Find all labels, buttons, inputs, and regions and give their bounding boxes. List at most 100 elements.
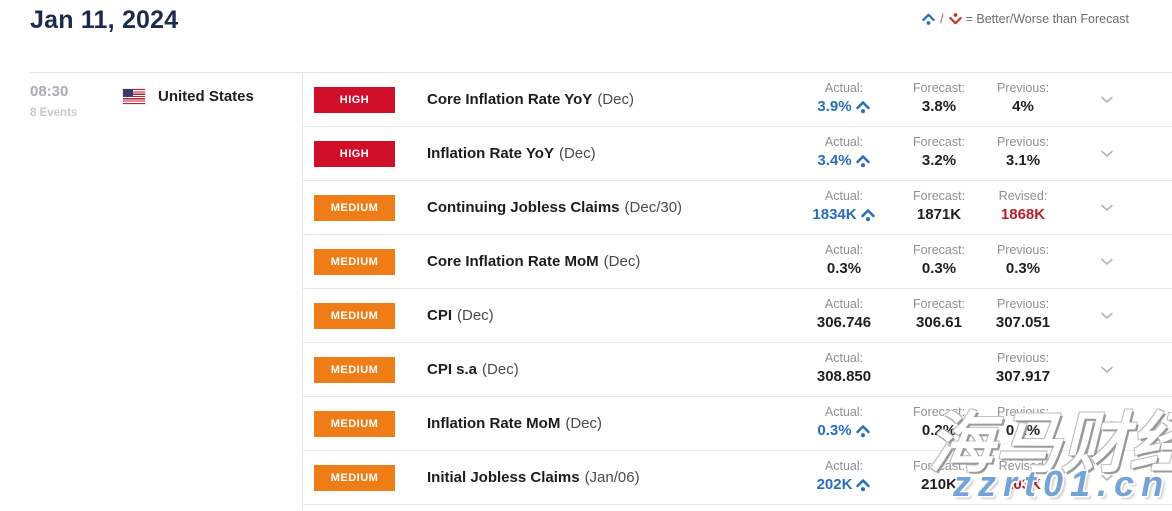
page-title: Jan 11, 2024 xyxy=(30,6,179,34)
event-period: (Dec) xyxy=(597,91,634,108)
actual-value: 3.9% xyxy=(817,98,852,115)
forecast-value: 0.3% xyxy=(921,260,957,277)
expand-chevron-icon[interactable] xyxy=(1100,96,1114,104)
actual-value: 0.3% xyxy=(817,422,852,439)
event-title: Initial Jobless Claims xyxy=(427,469,580,486)
forecast-column: Forecast: 1871K xyxy=(889,189,989,223)
actual-label: Actual: xyxy=(824,297,864,311)
event-period: (Dec) xyxy=(565,415,602,432)
previous-value: 1868K xyxy=(1000,206,1046,223)
previous-value: 0.1% xyxy=(1005,422,1041,439)
actual-value-wrap: 0.3% xyxy=(781,422,907,439)
event-title: Inflation Rate MoM xyxy=(427,415,561,432)
forecast-value-wrap: 0.3% xyxy=(889,260,989,277)
events-list: HIGH Core Inflation Rate YoY (Dec) Actua… xyxy=(303,73,1172,505)
third-value-wrap: 0.1% xyxy=(965,422,1081,439)
expand-chevron-icon[interactable] xyxy=(1100,366,1114,374)
previous-label: Previous: xyxy=(996,135,1050,149)
previous-column: Revised: 203K xyxy=(965,459,1081,493)
event-row[interactable]: MEDIUM Core Inflation Rate MoM (Dec) Act… xyxy=(303,235,1172,289)
impact-badge: MEDIUM xyxy=(314,303,395,329)
actual-value: 308.850 xyxy=(816,368,872,385)
actual-column: Actual: 0.3% xyxy=(781,405,907,439)
forecast-column: Forecast: 3.8% xyxy=(889,81,989,115)
forecast-label: Forecast: xyxy=(912,459,966,473)
impact-badge: HIGH xyxy=(314,87,395,113)
third-value-wrap: 0.3% xyxy=(965,260,1081,277)
forecast-legend: / = Better/Worse than Forecast xyxy=(921,12,1129,26)
previous-column: Previous: 3.1% xyxy=(965,135,1081,169)
event-period: (Dec) xyxy=(558,145,596,162)
forecast-label: Forecast: xyxy=(912,243,966,257)
expand-chevron-icon[interactable] xyxy=(1100,312,1114,320)
event-title-wrap: Core Inflation Rate MoM (Dec) xyxy=(427,235,640,288)
third-value-wrap: 4% xyxy=(965,98,1081,115)
event-title-wrap: Continuing Jobless Claims (Dec/30) xyxy=(427,181,682,234)
event-title: Core Inflation Rate YoY xyxy=(427,91,593,108)
expand-chevron-icon[interactable] xyxy=(1100,204,1114,212)
previous-column: Previous: 307.051 xyxy=(965,297,1081,331)
previous-label: Previous: xyxy=(996,243,1050,257)
previous-column: Revised: 1868K xyxy=(965,189,1081,223)
previous-value: 203K xyxy=(1005,476,1041,493)
forecast-label: Forecast: xyxy=(912,405,966,419)
event-title-wrap: CPI s.a (Dec) xyxy=(427,343,519,396)
forecast-value: 1871K xyxy=(916,206,962,223)
expand-chevron-icon[interactable] xyxy=(1100,420,1114,428)
actual-value-wrap: 0.3% xyxy=(781,260,907,277)
expand-chevron-icon[interactable] xyxy=(1100,258,1114,266)
time-group: 08:30 8 Events xyxy=(30,83,77,119)
table-top-border xyxy=(30,72,1172,73)
previous-label: Previous: xyxy=(996,297,1050,311)
event-row[interactable]: HIGH Core Inflation Rate YoY (Dec) Actua… xyxy=(303,73,1172,127)
event-period: (Dec) xyxy=(482,361,519,378)
impact-badge: MEDIUM xyxy=(314,195,395,221)
event-title: CPI xyxy=(427,307,453,324)
actual-column: Actual: 3.4% xyxy=(781,135,907,169)
event-period: (Jan/06) xyxy=(584,469,640,486)
previous-column: Previous: 0.1% xyxy=(965,405,1081,439)
previous-label: Revised: xyxy=(998,189,1048,203)
event-row[interactable]: MEDIUM CPI s.a (Dec) Actual: 308.850 Pre… xyxy=(303,343,1172,397)
actual-label: Actual: xyxy=(824,405,864,419)
worse-than-forecast-icon xyxy=(948,13,962,25)
better-than-forecast-icon xyxy=(855,101,870,114)
expand-chevron-icon[interactable] xyxy=(1100,150,1114,158)
event-row[interactable]: MEDIUM CPI (Dec) Actual: 306.746 Forecas… xyxy=(303,289,1172,343)
event-row[interactable]: MEDIUM Inflation Rate MoM (Dec) Actual: … xyxy=(303,397,1172,451)
forecast-value-wrap: 210K xyxy=(889,476,989,493)
actual-value: 306.746 xyxy=(816,314,872,331)
better-than-forecast-icon xyxy=(922,13,935,25)
forecast-label: Forecast: xyxy=(912,135,966,149)
forecast-column: Forecast: 3.2% xyxy=(889,135,989,169)
time-events-divider xyxy=(302,72,303,511)
previous-label: Previous: xyxy=(996,351,1050,365)
event-period: (Dec) xyxy=(603,253,641,270)
event-title-wrap: Inflation Rate MoM (Dec) xyxy=(427,397,602,450)
third-value-wrap: 307.051 xyxy=(965,314,1081,331)
actual-value-wrap: 308.850 xyxy=(781,368,907,385)
event-row[interactable]: MEDIUM Continuing Jobless Claims (Dec/30… xyxy=(303,181,1172,235)
events-count: 8 Events xyxy=(30,107,78,119)
actual-label: Actual: xyxy=(824,459,864,473)
expand-chevron-icon[interactable] xyxy=(1100,474,1114,482)
better-than-forecast-icon xyxy=(855,425,870,438)
actual-label: Actual: xyxy=(824,135,864,149)
event-row[interactable]: MEDIUM Initial Jobless Claims (Jan/06) A… xyxy=(303,451,1172,505)
legend-text: = Better/Worse than Forecast xyxy=(965,12,1129,26)
event-title-wrap: CPI (Dec) xyxy=(427,289,494,342)
event-time: 08:30 xyxy=(30,83,69,100)
previous-value: 307.917 xyxy=(995,368,1051,385)
legend-separator: / xyxy=(940,12,944,26)
previous-value: 0.3% xyxy=(1005,260,1041,277)
event-row[interactable]: HIGH Inflation Rate YoY (Dec) Actual: 3.… xyxy=(303,127,1172,181)
actual-label: Actual: xyxy=(824,189,864,203)
country-header[interactable]: United States xyxy=(123,88,254,105)
third-value-wrap: 307.917 xyxy=(965,368,1081,385)
event-title: Continuing Jobless Claims xyxy=(427,199,620,216)
forecast-column: Forecast: 306.61 xyxy=(889,297,989,331)
event-period: (Dec) xyxy=(457,307,494,324)
forecast-label: Forecast: xyxy=(912,189,966,203)
previous-label: Revised: xyxy=(998,459,1048,473)
previous-column: Previous: 4% xyxy=(965,81,1081,115)
